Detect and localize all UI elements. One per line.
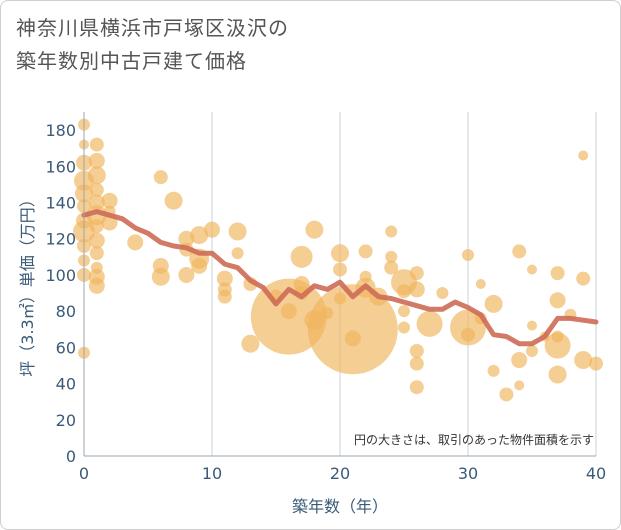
y-tick-label: 160 [45, 157, 76, 176]
data-bubble [527, 320, 537, 331]
y-tick-label: 60 [56, 338, 76, 357]
y-tick-label: 40 [56, 375, 76, 394]
data-bubble [307, 284, 398, 375]
data-bubble [331, 244, 349, 263]
data-bubble [397, 284, 411, 299]
data-bubble [151, 267, 170, 286]
data-bubble [398, 305, 410, 318]
data-bubble [216, 270, 233, 287]
data-bubble [385, 250, 398, 263]
data-bubble [231, 247, 244, 260]
y-tick-label: 100 [45, 266, 76, 285]
data-bubble [344, 330, 361, 347]
axes: 0 20 40 60 80 100 120 140 160 180 0 10 20 30 40 [45, 112, 606, 483]
data-bubble [178, 266, 195, 283]
chart-title-line-1: 神奈川県横浜市戸塚区汲沢の [16, 16, 289, 40]
data-bubble [385, 225, 398, 238]
data-bubble [358, 244, 373, 259]
data-bubble [511, 352, 528, 369]
data-bubble [89, 182, 104, 197]
data-bubble [409, 343, 424, 358]
y-tick-label: 140 [45, 194, 76, 213]
average-trend-line [81, 209, 599, 347]
data-bubble [398, 321, 410, 334]
data-bubble [89, 246, 104, 261]
data-bubble [550, 266, 565, 281]
data-bubble [153, 170, 168, 185]
data-bubble [290, 245, 313, 268]
data-bubble [574, 351, 593, 370]
data-bubble [101, 192, 118, 209]
data-bubble [228, 222, 247, 241]
size-note: 円の大きさは、取引のあった物件面積を示す [354, 432, 594, 447]
data-bubble [527, 264, 537, 275]
data-bubble [88, 152, 105, 169]
data-bubble [514, 380, 525, 391]
data-bubble [204, 221, 220, 238]
data-bubble [89, 137, 104, 152]
data-bubble [462, 249, 474, 262]
x-tick-label: 0 [79, 464, 89, 483]
data-bubble [484, 294, 503, 313]
data-bubble [164, 191, 183, 210]
y-axis-title: 坪（3.3㎡）単価（万円） [18, 191, 37, 376]
data-bubble [88, 232, 105, 249]
data-bubble [305, 220, 324, 239]
data-bubble [190, 226, 209, 245]
data-bubble [578, 150, 589, 161]
data-bubble [576, 271, 591, 286]
data-bubble [409, 380, 424, 395]
data-bubble [475, 279, 486, 289]
data-bubble [436, 287, 449, 300]
y-tick-label: 0 [66, 447, 76, 466]
data-bubble [191, 257, 208, 274]
chart-title-line-2: 築年数別中古戸建て価格 [16, 49, 247, 73]
data-bubble [88, 277, 105, 294]
x-tick-label: 20 [330, 464, 350, 483]
data-bubble [217, 289, 232, 304]
data-bubble [333, 262, 347, 277]
y-tick-label: 120 [45, 230, 76, 249]
data-bubble [589, 356, 603, 371]
x-axis-title: 築年数（年） [292, 497, 388, 516]
data-bubble [86, 205, 107, 226]
y-tick-label: 80 [56, 302, 76, 321]
data-bubble [526, 344, 538, 357]
trend-line-layer [81, 209, 599, 347]
data-bubble [384, 260, 399, 275]
bubble-layer [73, 118, 603, 402]
x-tick-label: 10 [202, 464, 222, 483]
y-tick-label: 20 [56, 411, 76, 430]
data-bubble [89, 219, 104, 234]
data-bubble [544, 332, 571, 359]
y-tick-label: 180 [45, 121, 76, 140]
chart-title: 神奈川県横浜市戸塚区汲沢の 築年数別中古戸建て価格 [16, 12, 289, 78]
data-bubble [549, 292, 566, 309]
x-tick-label: 30 [458, 464, 478, 483]
data-bubble [548, 365, 567, 384]
data-bubble [416, 310, 443, 337]
data-bubble [87, 166, 106, 185]
data-bubble [409, 266, 424, 281]
data-bubble [487, 364, 500, 377]
data-bubble [512, 244, 527, 259]
data-bubble [241, 334, 260, 353]
data-bubble [127, 234, 144, 251]
x-tick-label: 40 [586, 464, 606, 483]
data-bubble [461, 327, 475, 342]
data-bubble [409, 356, 424, 371]
data-bubble [499, 387, 514, 402]
data-bubble [408, 281, 425, 298]
